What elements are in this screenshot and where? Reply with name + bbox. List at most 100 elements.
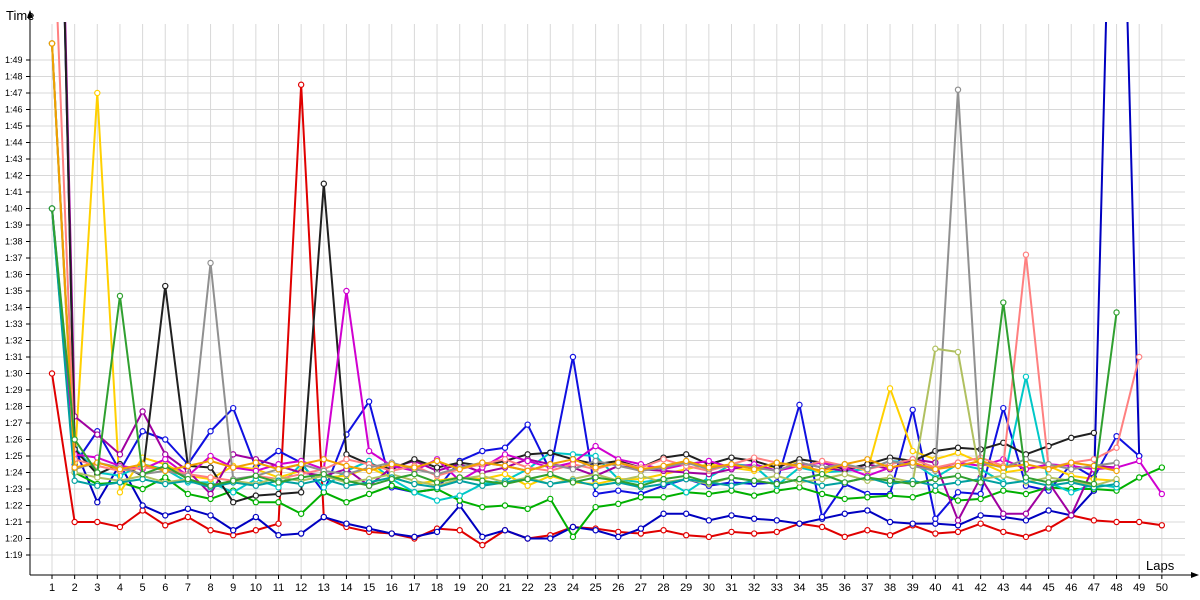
series-line — [64, 22, 1117, 522]
data-point — [841, 461, 848, 468]
data-point — [569, 523, 577, 531]
x-tick-label: 35 — [816, 582, 828, 594]
data-point — [1158, 490, 1166, 498]
data-point — [637, 472, 645, 479]
data-point — [728, 461, 735, 468]
data-point — [750, 466, 758, 473]
data-point — [1045, 466, 1052, 473]
data-point — [388, 482, 395, 489]
data-point — [683, 510, 690, 517]
x-tick-label: 12 — [295, 582, 307, 594]
data-point — [1000, 510, 1007, 517]
data-point — [207, 490, 214, 498]
data-point — [456, 474, 463, 481]
data-point — [116, 479, 124, 486]
data-point — [1022, 474, 1030, 481]
data-point — [275, 520, 282, 527]
data-point — [524, 482, 531, 489]
data-point — [796, 475, 803, 483]
data-point — [705, 479, 713, 486]
y-tick-label: 1:19 — [5, 550, 23, 560]
data-point — [48, 370, 56, 377]
series-line — [51, 83, 1162, 547]
data-point — [569, 479, 577, 486]
data-point — [229, 464, 237, 471]
data-point — [411, 464, 418, 471]
data-point — [1158, 522, 1166, 529]
y-tick-label: 1:23 — [5, 484, 23, 494]
x-tick-label: 46 — [1065, 582, 1077, 594]
data-point — [501, 480, 509, 488]
data-point — [569, 533, 577, 541]
data-point — [818, 513, 826, 521]
data-point — [275, 532, 282, 539]
data-point — [864, 474, 871, 481]
data-point — [1000, 464, 1007, 471]
data-point — [1000, 299, 1007, 306]
y-tick-label: 1:41 — [5, 187, 23, 197]
data-point — [524, 457, 531, 465]
data-point — [1090, 429, 1098, 437]
y-tick-label: 1:28 — [5, 402, 23, 412]
x-tick-label: 43 — [997, 582, 1009, 594]
y-tick-label: 1:49 — [5, 55, 23, 65]
y-tick-label: 1:42 — [5, 171, 23, 181]
y-tick-label: 1:32 — [5, 336, 23, 346]
data-point — [433, 457, 441, 465]
x-tick-label: 25 — [589, 582, 601, 594]
data-point — [547, 470, 554, 478]
data-point — [320, 470, 327, 478]
data-point — [547, 449, 554, 456]
data-point — [796, 462, 803, 470]
series-15 — [48, 205, 1120, 489]
data-point — [207, 464, 214, 471]
data-point — [728, 474, 735, 481]
data-point — [886, 385, 894, 392]
x-tick-label: 38 — [884, 582, 896, 594]
data-point — [637, 525, 645, 532]
data-point — [207, 482, 214, 489]
data-point — [388, 530, 395, 537]
y-tick-label: 1:37 — [5, 253, 23, 263]
data-point — [1135, 518, 1143, 526]
data-point — [796, 520, 803, 527]
data-point — [547, 535, 554, 542]
data-point — [909, 494, 916, 501]
data-point — [501, 527, 509, 534]
series-line — [51, 208, 1163, 538]
data-point — [1068, 489, 1075, 496]
data-point — [184, 462, 192, 470]
data-point — [660, 527, 667, 534]
data-point — [456, 527, 463, 534]
data-point — [773, 528, 781, 536]
data-point — [365, 398, 373, 405]
data-point — [683, 489, 690, 496]
data-point — [297, 461, 305, 468]
x-tick-label: 37 — [861, 582, 873, 594]
data-point — [162, 436, 169, 443]
data-point — [886, 532, 894, 539]
data-point — [229, 489, 237, 496]
y-tick-label: 1:44 — [5, 138, 23, 148]
y-tick-label: 1:39 — [5, 220, 23, 230]
series-line — [51, 43, 1117, 472]
data-point — [954, 86, 962, 93]
data-point — [184, 505, 192, 512]
data-point — [411, 489, 418, 496]
data-point — [592, 490, 599, 498]
data-point — [229, 527, 237, 534]
data-point — [954, 444, 962, 451]
data-point — [1113, 518, 1120, 526]
data-point — [1113, 467, 1120, 475]
data-point — [94, 499, 101, 506]
data-point — [592, 474, 599, 481]
y-tick-label: 1:34 — [5, 303, 23, 313]
data-point — [1022, 251, 1030, 258]
data-point — [977, 512, 984, 519]
data-point — [977, 479, 984, 486]
data-point — [207, 457, 214, 465]
x-tick-label: 14 — [340, 582, 352, 594]
data-point — [592, 527, 599, 534]
data-point — [886, 492, 894, 499]
y-tick-label: 1:24 — [5, 468, 23, 478]
